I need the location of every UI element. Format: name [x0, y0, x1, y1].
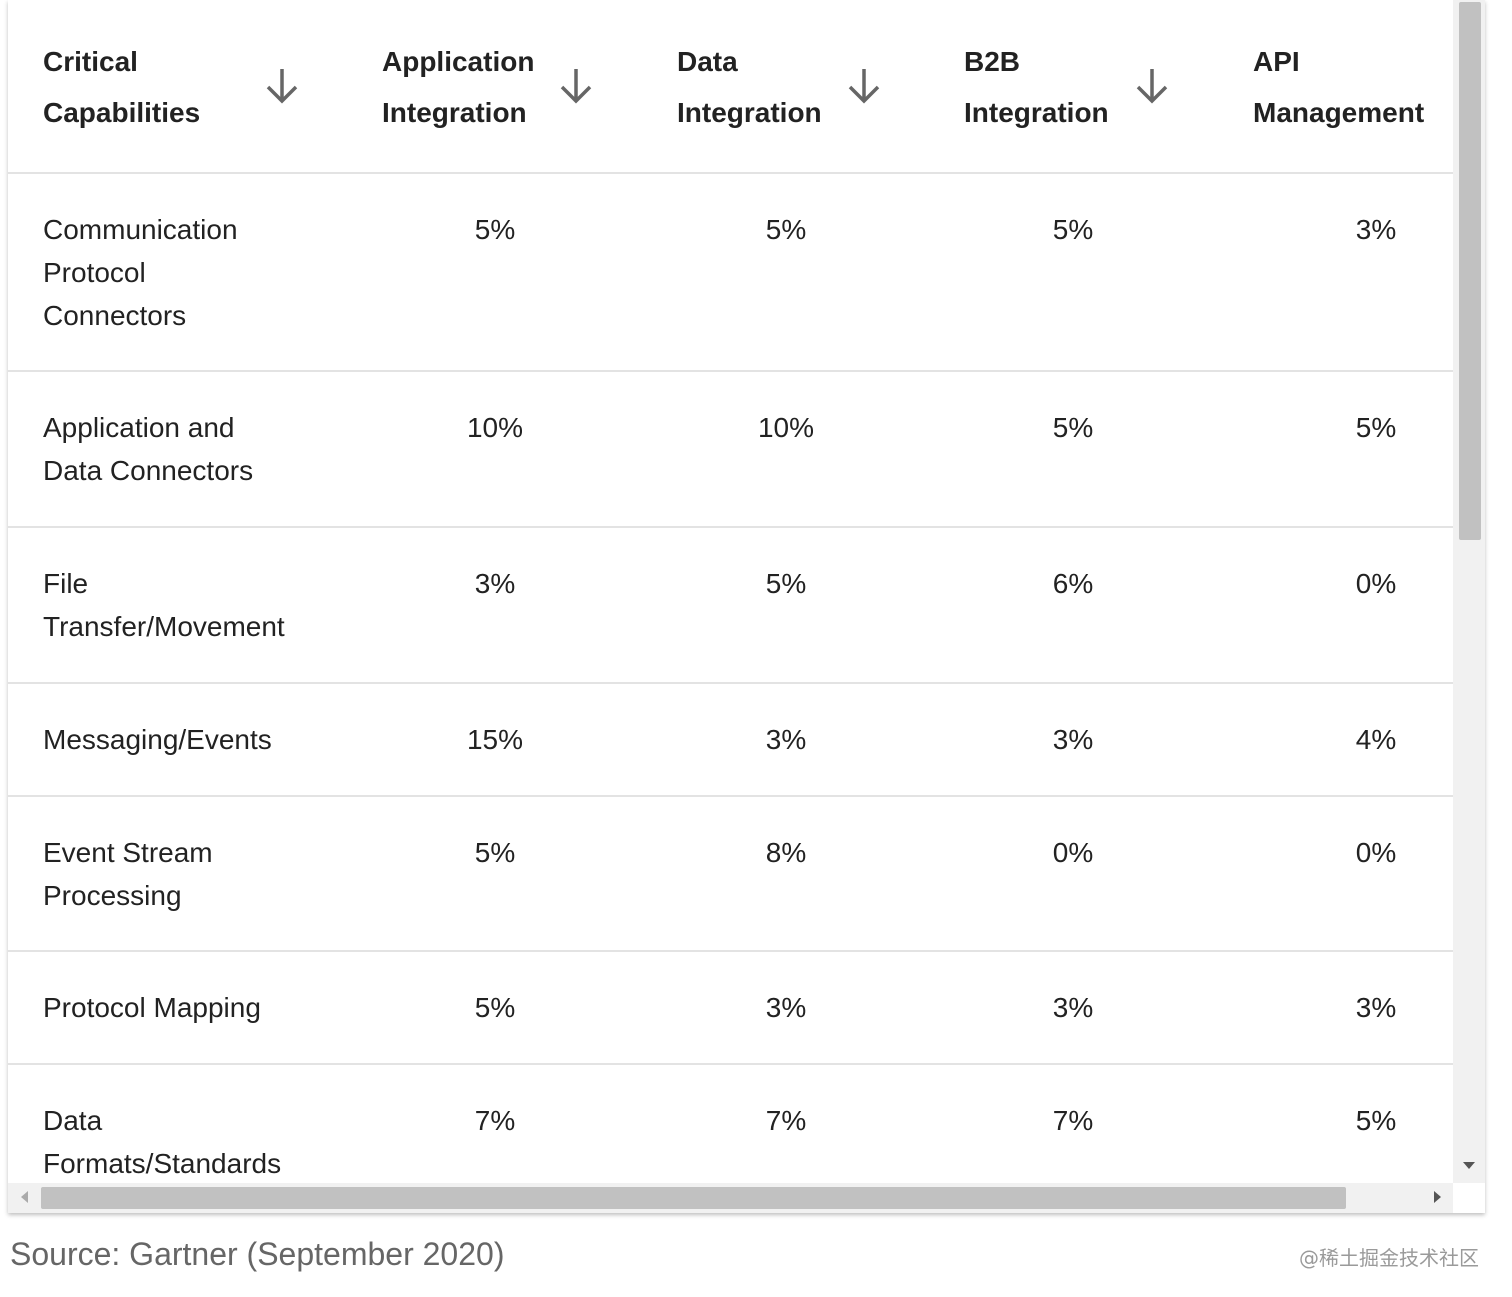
cell-value: 5% — [474, 837, 516, 868]
row-label: Application and — [43, 412, 235, 443]
row-label: Connectors — [43, 300, 187, 331]
row-divider — [8, 172, 1453, 174]
vertical-scrollbar[interactable] — [1453, 0, 1485, 1183]
cell-value: 4% — [1355, 724, 1397, 755]
row-label: Data — [43, 1105, 103, 1136]
row-divider — [8, 370, 1453, 372]
cell-value: 3% — [474, 568, 516, 599]
cell-value: 5% — [474, 992, 516, 1023]
table-frame: Critical Capabilities Application Integrati… — [8, 0, 1485, 1213]
row-divider — [8, 1063, 1453, 1065]
scroll-right[interactable] — [1428, 1183, 1448, 1213]
cell-value: 5% — [474, 214, 516, 245]
cell-value: 5% — [1052, 214, 1094, 245]
cell-value: 3% — [1355, 992, 1397, 1023]
row-label: Messaging/Events — [43, 724, 272, 755]
column-header[interactable]: Application — [382, 46, 535, 77]
column-header[interactable]: Integration — [382, 97, 527, 128]
cell-value: 7% — [765, 1105, 807, 1136]
scroll-thumb[interactable] — [1459, 2, 1481, 540]
column-header[interactable]: B2B — [964, 46, 1021, 77]
cell-value: 3% — [1355, 214, 1397, 245]
row-label: Data Connectors — [43, 455, 254, 486]
cell-value: 5% — [765, 568, 807, 599]
cell-value: 6% — [1052, 568, 1094, 599]
cell-value: 5% — [1355, 412, 1397, 443]
cell-value: 15% — [466, 724, 524, 755]
row-label: File — [43, 568, 89, 599]
source-caption: Source: Gartner (September 2020) — [10, 1236, 505, 1272]
cell-value: 7% — [474, 1105, 516, 1136]
row-label: Event Stream — [43, 837, 213, 868]
cell-value: 5% — [765, 214, 807, 245]
watermark: @稀土掘金技术社区 — [1299, 1246, 1479, 1270]
column-header[interactable]: API — [1253, 46, 1300, 77]
row-label: Transfer/Movement — [43, 611, 285, 642]
table-viewport: Critical Capabilities Application Integrati… — [8, 0, 1453, 1183]
scroll-down[interactable] — [1453, 1157, 1485, 1177]
cell-value: 10% — [466, 412, 524, 443]
row-label: Protocol Mapping — [43, 992, 261, 1023]
cell-value: 3% — [765, 992, 807, 1023]
horizontal-scrollbar[interactable] — [8, 1183, 1453, 1213]
sort-arrow[interactable] — [1134, 66, 1170, 106]
cell-value: 3% — [1052, 992, 1094, 1023]
cell-value: 8% — [765, 837, 807, 868]
scroll-thumb[interactable] — [41, 1187, 1346, 1209]
cell-value: 3% — [765, 724, 807, 755]
cell-value: 0% — [1355, 837, 1397, 868]
cell-value: 3% — [1052, 724, 1094, 755]
column-header[interactable]: Integration — [677, 97, 822, 128]
sort-arrow[interactable] — [558, 66, 594, 106]
sort-arrow[interactable] — [846, 66, 882, 106]
cell-value: 5% — [1052, 412, 1094, 443]
row-divider — [8, 950, 1453, 952]
cell-value: 0% — [1052, 837, 1094, 868]
sort-arrow[interactable] — [264, 66, 300, 106]
row-divider — [8, 682, 1453, 684]
row-label: Communication — [43, 214, 238, 245]
cell-value: 7% — [1052, 1105, 1094, 1136]
row-label: Protocol — [43, 257, 146, 288]
cell-value: 10% — [757, 412, 815, 443]
column-header[interactable]: Critical — [43, 46, 138, 77]
row-label: Processing — [43, 880, 182, 911]
row-divider — [8, 526, 1453, 528]
row-divider — [8, 795, 1453, 797]
cell-value: 5% — [1355, 1105, 1397, 1136]
row-label: Formats/Standards — [43, 1148, 282, 1179]
scroll-left[interactable] — [14, 1183, 34, 1213]
column-header[interactable]: Integration — [964, 97, 1109, 128]
cell-value: 0% — [1355, 568, 1397, 599]
column-header[interactable]: Management — [1253, 97, 1425, 128]
column-header[interactable]: Capabilities — [43, 97, 201, 128]
column-header[interactable]: Data — [677, 46, 738, 77]
